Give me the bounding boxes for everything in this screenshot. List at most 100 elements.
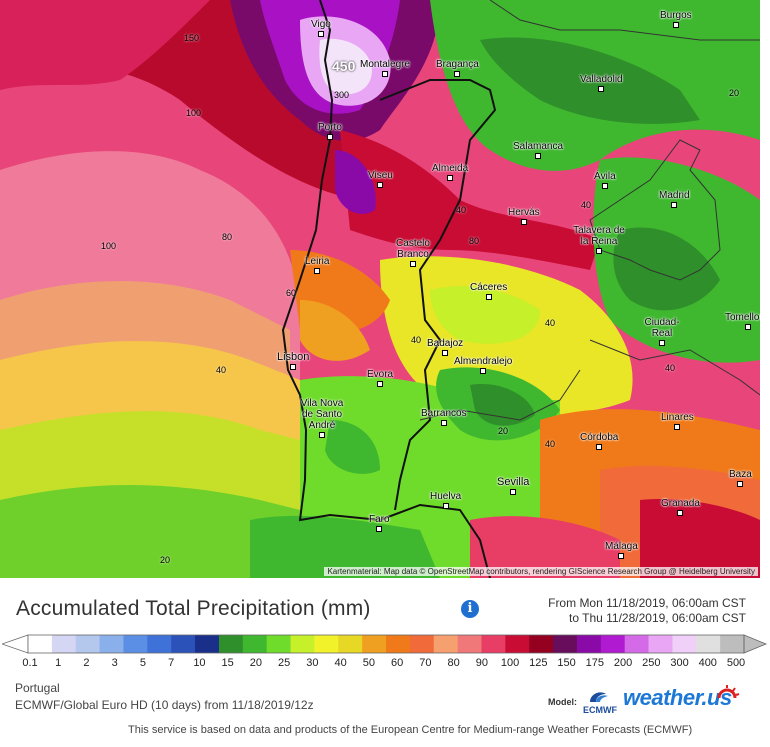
legend-swatch [576,635,602,653]
legend-tick-label: 3 [111,657,118,669]
legend-swatch [218,635,244,653]
legend-tick-label: 50 [362,657,375,669]
info-icon[interactable]: i [461,600,479,618]
legend-swatch [457,635,482,653]
isoline-label: 20 [729,88,740,98]
city-label: Linares [661,412,694,430]
sun-icon [717,685,740,699]
weather-us-logo[interactable]: weather.us [623,685,732,710]
legend-swatch [123,635,148,653]
city-label: Tomelloso [725,312,760,330]
legend-swatch [75,635,101,653]
legend-swatch [433,635,459,653]
city-label: Almeida [432,163,468,181]
legend-tick-label: 2 [83,657,90,669]
legend-swatch [266,635,292,653]
isoline-label: 100 [186,108,202,118]
legend-swatch [696,635,721,653]
legend-frame [27,634,745,654]
legend-tick-label: 80 [447,657,460,669]
legend-arrow-left [2,634,29,654]
precipitation-field [0,0,760,578]
city-label: Lisbon [277,352,309,370]
legend-swatch [362,635,387,653]
city-label: Hervás [508,207,540,225]
isoline-label: 40 [545,318,556,328]
legend-swatch [529,635,554,653]
page-title: Accumulated Total Precipitation (mm) [16,597,371,620]
legend-tick-label: 70 [419,657,432,669]
legend-tick-label: 150 [557,657,576,669]
legend-swatch [195,635,220,653]
city-label: Almendralejo [454,356,512,374]
city-label: Ávila [594,171,616,189]
range-to: to Thu 11/28/2019, 06:00am CST [568,611,746,625]
legend-tick-label: 15 [221,657,234,669]
legend-tick-label: 250 [642,657,661,669]
legend-tick-label: 25 [278,657,291,669]
city-label: Cáceres [470,282,507,300]
city-label: Sevilla [497,477,529,495]
legend-swatch [290,635,315,653]
city-label: Valladolid [580,74,623,92]
legend-tick-label: 0.1 [22,657,38,669]
precipitation-map[interactable]: Vigo Montalegre Bragança Burgos Valladol… [0,0,760,578]
legend-swatch [720,635,745,653]
map-attribution: Kartenmaterial: Map data © OpenStreetMap… [324,567,758,576]
legend-tick-label: 500 [726,657,746,669]
model-label: Model: [548,697,577,707]
legend-tick-label: 20 [249,657,263,669]
city-label: Bragança [436,59,479,77]
legend-swatch [28,635,53,653]
isoline-label: 60 [286,288,297,298]
legend-tick-label: 7 [168,657,175,669]
legend-arrow-right [743,634,768,654]
legend-tick-label: 400 [698,657,717,669]
isoline-label: 80 [222,232,233,242]
legend-swatch [648,635,673,653]
city-label: Leiria [305,256,329,274]
isoline-label: 40 [216,365,227,375]
legend-tick-label: 40 [334,657,347,669]
legend-swatch [147,635,172,653]
legend-swatch [386,635,411,653]
footer-note: This service is based on data and produc… [128,724,693,736]
legend-tick-label: 100 [500,657,520,669]
legend-tick-label: 1 [55,657,62,669]
legend-tick-label: 300 [670,657,689,669]
legend-swatch [338,635,363,653]
color-legend [2,634,768,654]
city-label: Vila Nova de Santo André [296,398,348,438]
range-from: From Mon 11/18/2019, 06:00am CST [548,596,746,610]
legend-swatch [314,635,339,653]
city-label: Talavera de la Reina [571,225,627,254]
legend-tick-label: 175 [585,657,604,669]
legend-swatch [672,635,697,653]
legend-tick-label: 90 [475,657,488,669]
region-label: Portugal [15,681,60,695]
legend-swatch [409,635,435,653]
isoline-label: 40 [456,205,467,215]
ecmwf-logo-icon [590,692,608,702]
city-label: Castelo Branco [392,238,434,267]
legend-tick-label: 10 [193,657,206,669]
city-label: Málaga [605,541,638,559]
legend-swatch [171,635,196,653]
isoline-label: 450 [332,58,356,74]
legend-swatch [505,635,530,653]
legend-tick-label: 125 [529,657,548,669]
isoline-label: 40 [411,335,422,345]
legend-tick-label: 5 [139,657,147,669]
legend-swatch [481,635,506,653]
ecmwf-logo: ECMWF [580,688,620,716]
isoline-label: 40 [665,363,676,373]
city-label: Faro [369,514,390,532]
isoline-label: 40 [581,200,592,210]
forecast-range: From Mon 11/18/2019, 06:00am CST to Thu … [548,596,746,626]
city-label: Vigo [311,19,331,37]
legend-swatch [553,635,578,653]
isoline-label: 20 [160,555,171,565]
city-label: Madrid [659,190,690,208]
city-label: Ciudad-Real [642,317,682,346]
isoline-label: 100 [101,241,117,251]
